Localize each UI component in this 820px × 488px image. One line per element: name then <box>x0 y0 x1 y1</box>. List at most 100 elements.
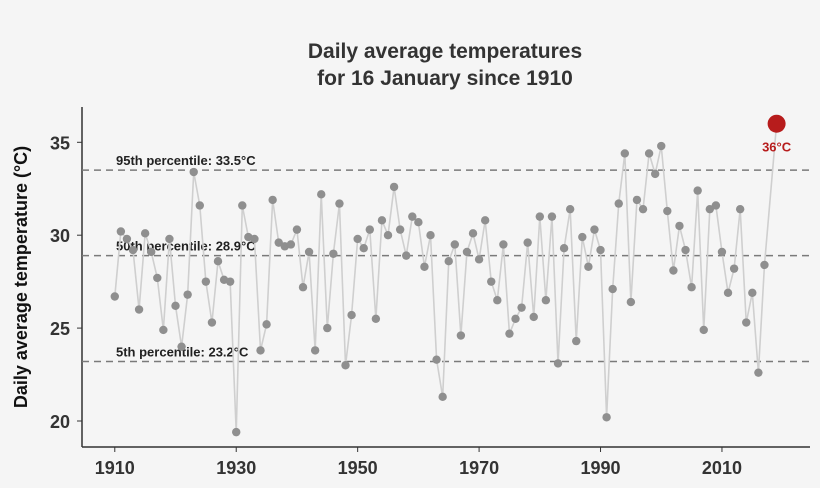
data-point <box>286 240 296 249</box>
x-tick-label: 1930 <box>216 458 256 478</box>
data-point <box>541 296 551 305</box>
data-point <box>760 260 769 270</box>
data-point <box>122 234 132 244</box>
data-point <box>207 318 217 327</box>
data-point <box>535 212 545 221</box>
highlight-label: 36°C <box>762 140 792 155</box>
y-tick-label: 20 <box>50 412 70 432</box>
data-point <box>310 346 320 355</box>
data-point <box>414 217 423 227</box>
data-point <box>371 314 381 324</box>
data-point <box>687 283 696 292</box>
data-point <box>250 234 259 244</box>
data-point <box>323 323 332 333</box>
data-point <box>335 199 344 208</box>
data-point <box>134 305 144 314</box>
data-point <box>347 310 356 320</box>
data-point <box>754 368 763 377</box>
reference-line-label: 95th percentile: 33.5°C <box>116 153 256 168</box>
data-point <box>213 257 223 266</box>
y-tick-label: 30 <box>50 226 70 246</box>
data-point <box>468 229 478 238</box>
data-point <box>317 190 326 199</box>
data-point <box>292 225 302 234</box>
data-point <box>735 204 745 214</box>
data-point <box>256 346 265 355</box>
data-point <box>147 247 156 257</box>
data-point <box>232 427 241 437</box>
data-point <box>693 186 702 195</box>
reference-line-label: 5th percentile: 23.2°C <box>116 345 249 360</box>
data-point <box>353 234 362 244</box>
x-tick-label: 1950 <box>338 458 378 478</box>
data-point <box>402 251 411 260</box>
data-point <box>723 288 733 297</box>
x-tick-label: 1910 <box>95 458 135 478</box>
chart-title-line-1: Daily average temperatures <box>308 40 582 63</box>
data-point <box>456 331 466 340</box>
data-point <box>116 227 126 236</box>
data-point <box>705 204 715 214</box>
data-point <box>110 292 119 301</box>
data-point <box>420 262 429 271</box>
data-point <box>669 266 678 275</box>
data-point <box>438 392 447 402</box>
data-point <box>189 167 198 177</box>
data-point <box>159 325 168 335</box>
data-point <box>699 325 708 335</box>
data-point <box>474 255 484 264</box>
data-point <box>711 201 721 210</box>
data-point <box>140 229 150 238</box>
data-point <box>681 245 690 255</box>
data-point <box>359 244 368 253</box>
data-point <box>298 283 308 292</box>
y-tick-label: 35 <box>50 133 70 153</box>
data-point <box>742 318 751 327</box>
data-point <box>432 355 441 364</box>
data-point <box>304 247 314 257</box>
data-point <box>183 290 192 299</box>
data-point <box>165 234 174 244</box>
data-point <box>365 225 374 234</box>
data-point <box>590 225 599 234</box>
x-tick-label: 1990 <box>581 458 621 478</box>
data-point <box>620 149 630 158</box>
data-point <box>493 296 502 305</box>
data-point <box>657 141 666 151</box>
data-point <box>225 277 235 286</box>
data-point <box>499 240 508 249</box>
data-point <box>383 230 393 240</box>
data-point <box>523 238 532 247</box>
data-point <box>238 201 247 210</box>
data-point <box>608 284 617 294</box>
data-point <box>614 199 623 208</box>
data-point <box>426 230 435 240</box>
data-point <box>559 244 569 253</box>
data-point <box>395 225 405 234</box>
data-point <box>717 247 727 257</box>
data-point <box>505 329 514 338</box>
x-tick-label: 2010 <box>702 458 742 478</box>
data-point <box>553 359 563 368</box>
data-point <box>153 273 162 283</box>
data-point <box>644 149 654 158</box>
data-point <box>195 201 204 210</box>
data-point <box>529 312 538 322</box>
data-point <box>201 277 211 286</box>
data-point <box>596 245 605 255</box>
data-point <box>444 257 453 266</box>
data-point <box>329 249 338 258</box>
data-point <box>462 247 472 257</box>
data-point <box>128 245 138 255</box>
reference-line-label: 50th percentile: 28.9°C <box>116 239 256 254</box>
data-point <box>565 204 575 214</box>
y-axis-label: Daily average temperature (°C) <box>11 146 31 408</box>
data-point <box>584 262 593 271</box>
data-point <box>517 303 526 312</box>
data-point <box>572 336 581 346</box>
data-point <box>450 240 460 249</box>
data-point <box>675 221 684 231</box>
data-point <box>171 301 180 310</box>
data-point <box>341 361 350 370</box>
